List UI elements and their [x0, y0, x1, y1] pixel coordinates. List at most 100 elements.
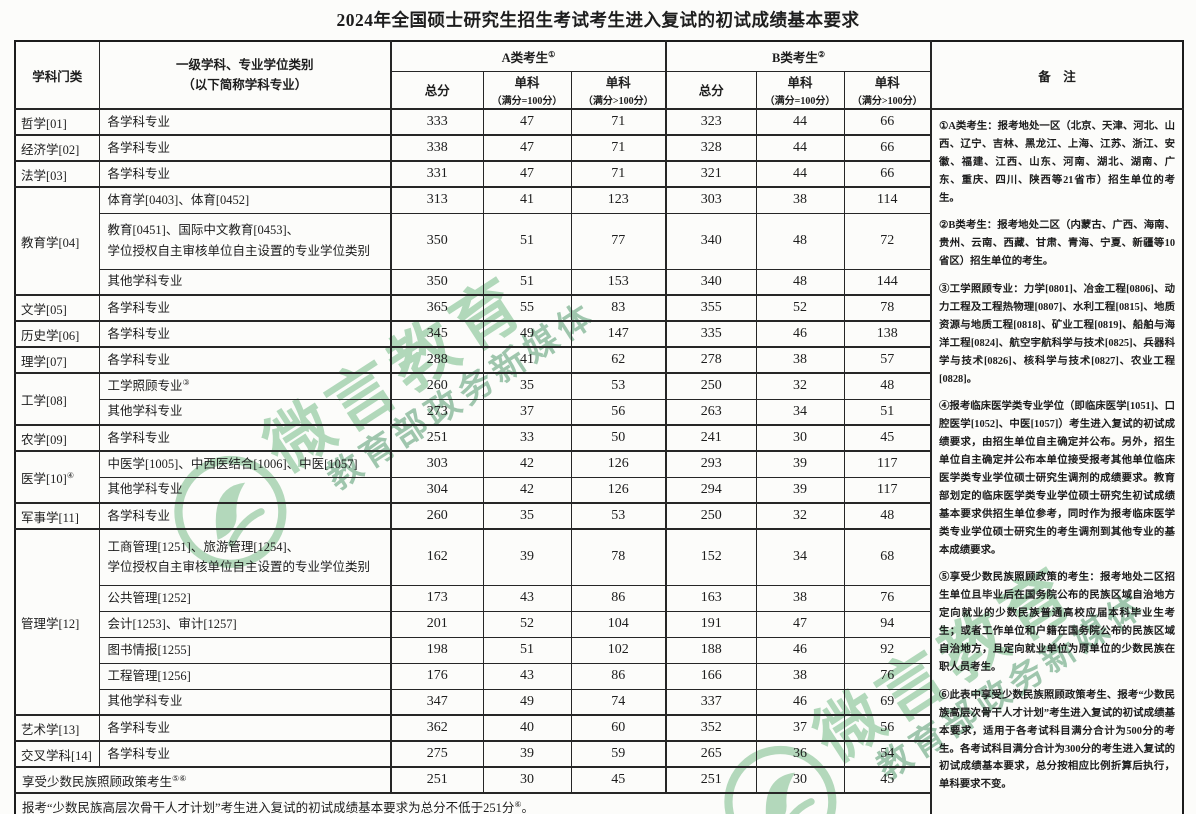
score-cell: 338 — [390, 134, 484, 162]
score-cell: 66 — [843, 160, 932, 188]
header-a-single-gt100: 单科 （满分>100分） — [570, 70, 667, 110]
score-cell: 152 — [665, 528, 757, 586]
category-cell: 军事学[11] — [14, 502, 100, 530]
discipline-cell: 工学照顾专业③ — [98, 372, 392, 400]
score-cell: 46 — [755, 688, 845, 716]
score-cell: 62 — [570, 346, 667, 374]
score-cell: 76 — [843, 584, 932, 612]
header-a-total: 总分 — [390, 70, 484, 110]
score-cell: 51 — [482, 212, 572, 270]
score-cell: 304 — [390, 476, 484, 504]
discipline-cell: 各学科专业 — [98, 346, 392, 374]
score-cell: 144 — [843, 268, 932, 296]
score-cell: 71 — [570, 108, 667, 136]
score-cell: 52 — [482, 610, 572, 638]
footnote-ref: ④ — [66, 470, 74, 480]
score-cell: 66 — [843, 134, 932, 162]
score-cell: 123 — [570, 186, 667, 214]
table-row: 交叉学科[14] 各学科专业 275 39 59 265 36 54 — [14, 740, 1183, 768]
score-cell: 41 — [482, 346, 572, 374]
score-cell: 114 — [843, 186, 932, 214]
category-cell: 历史学[06] — [14, 320, 100, 348]
score-cell: 34 — [755, 528, 845, 586]
score-cell: 347 — [390, 688, 484, 716]
score-cell: 71 — [570, 160, 667, 188]
discipline-cell: 各学科专业 — [98, 502, 392, 530]
header-b-total: 总分 — [665, 70, 757, 110]
score-cell: 251 — [665, 766, 757, 794]
score-cell: 78 — [843, 294, 932, 322]
discipline-cell: 各学科专业 — [98, 134, 392, 162]
score-cell: 51 — [482, 636, 572, 664]
single-gt-note: （满分>100分） — [851, 96, 923, 108]
score-cell: 163 — [665, 584, 757, 612]
score-cell: 313 — [390, 186, 484, 214]
score-cell: 69 — [843, 688, 932, 716]
score-cell: 56 — [843, 714, 932, 742]
category-cell: 管理学[12] — [14, 528, 100, 716]
single-eq-note: （满分=100分） — [764, 96, 836, 108]
score-cell: 37 — [482, 398, 572, 426]
table-row: 其他学科专业 347 49 74 337 46 69 — [15, 688, 1183, 716]
header-remarks: 备 注 — [930, 40, 1184, 110]
score-cell: 104 — [570, 610, 667, 638]
minority-policy-row: 享受少数民族照顾政策考生⑤⑥ 251 30 45 251 30 45 — [14, 766, 1183, 794]
score-cell: 39 — [755, 476, 845, 504]
score-cell: 76 — [843, 662, 932, 690]
score-cell: 46 — [755, 320, 845, 348]
score-cell: 35 — [482, 502, 572, 530]
score-cell: 126 — [570, 450, 667, 478]
score-cell: 294 — [665, 476, 757, 504]
table-row: 会计[1253]、审计[1257] 201 52 104 191 47 94 — [15, 610, 1183, 638]
score-cell: 42 — [482, 450, 572, 478]
footnote-ref: ③ — [182, 377, 190, 387]
score-cell: 47 — [482, 108, 572, 136]
score-cell: 250 — [665, 372, 757, 400]
score-cell: 54 — [843, 740, 932, 768]
score-cell: 48 — [755, 268, 845, 296]
score-cell: 278 — [665, 346, 757, 374]
score-cell: 43 — [482, 662, 572, 690]
score-cell: 53 — [570, 502, 667, 530]
discipline-cell: 各学科专业 — [98, 424, 392, 452]
score-cell: 30 — [755, 766, 845, 794]
table-row: 教育学[04] 体育学[0403]、体育[0452] 313 41 123 303 38 11… — [14, 186, 1183, 296]
discipline-cell: 其他学科专业 — [98, 398, 392, 426]
remark-note: ①A类考生：报考地处一区（北京、天津、河北、山西、辽宁、吉林、黑龙江、上海、江苏… — [939, 121, 1176, 204]
score-cell: 49 — [482, 688, 572, 716]
score-cell: 45 — [570, 766, 667, 794]
score-cell: 56 — [570, 398, 667, 426]
score-cell: 86 — [570, 584, 667, 612]
single-label: 单科 — [874, 76, 900, 91]
header-category: 学科门类 — [14, 40, 100, 110]
score-cell: 55 — [482, 294, 572, 322]
discipline-cell: 教育[0451]、国际中文教育[0453]、 学位授权自主审核单位自主设置的专业… — [98, 212, 392, 270]
score-cell: 77 — [570, 212, 667, 270]
single-label: 单科 — [787, 76, 813, 91]
score-cell: 57 — [843, 346, 932, 374]
score-cell: 335 — [665, 320, 757, 348]
score-cell: 36 — [755, 740, 845, 768]
score-cell: 71 — [570, 134, 667, 162]
score-cell: 265 — [665, 740, 757, 768]
score-cell: 263 — [665, 398, 757, 426]
score-cell: 74 — [570, 688, 667, 716]
discipline-cell: 会计[1253]、审计[1257] — [98, 610, 392, 638]
score-cell: 176 — [390, 662, 484, 690]
score-cell: 51 — [482, 268, 572, 296]
score-cell: 32 — [755, 372, 845, 400]
single-eq-note: （满分=100分） — [491, 96, 563, 108]
score-cell: 173 — [390, 584, 484, 612]
category-cell: 农学[09] — [14, 424, 100, 452]
score-cell: 41 — [482, 186, 572, 214]
table-row: 哲学[01] 各学科专业 333 47 71 323 44 66 ①A类考生：报考地处一区（北京… — [14, 108, 1184, 814]
score-cell: 241 — [665, 424, 757, 452]
score-cell: 333 — [390, 108, 484, 136]
table-footnote-row: 报考“少数民族高层次骨干人才计划”考生进入复试的初试成绩基本要求为总分不低于25… — [14, 792, 1183, 814]
score-cell: 46 — [755, 636, 845, 664]
group-b-footnote-ref: ② — [817, 49, 826, 59]
score-cell: 44 — [755, 108, 845, 136]
group-a-label: A类考生 — [501, 50, 549, 65]
score-cell: 38 — [755, 662, 845, 690]
score-cell: 293 — [665, 450, 757, 478]
